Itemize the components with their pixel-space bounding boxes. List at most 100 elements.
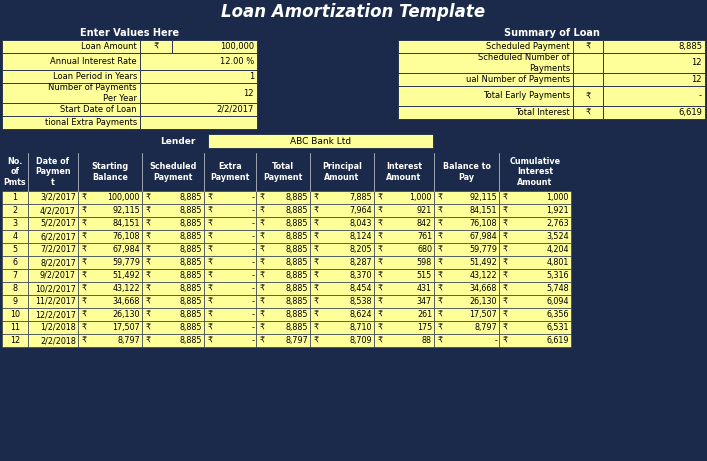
Bar <box>603 40 705 53</box>
Bar <box>256 217 310 230</box>
Text: ₹: ₹ <box>207 284 213 293</box>
Bar <box>78 282 142 295</box>
Bar <box>374 269 434 282</box>
Text: ₹: ₹ <box>259 258 264 267</box>
Text: 12.00 %: 12.00 % <box>220 57 254 66</box>
Text: -: - <box>251 193 254 202</box>
Bar <box>2 230 28 243</box>
Text: Date of
Paymen
t: Date of Paymen t <box>35 157 71 187</box>
Bar <box>78 230 142 243</box>
Bar <box>2 217 28 230</box>
Bar <box>256 282 310 295</box>
Text: ₹: ₹ <box>146 310 151 319</box>
Text: 4: 4 <box>13 232 18 241</box>
Text: ₹: ₹ <box>313 336 319 345</box>
Bar <box>434 282 499 295</box>
Bar <box>374 191 434 204</box>
Bar <box>434 217 499 230</box>
Bar <box>499 334 571 347</box>
Text: 5: 5 <box>13 245 18 254</box>
Text: -: - <box>251 258 254 267</box>
Bar <box>499 321 571 334</box>
Bar <box>2 269 28 282</box>
Text: 12/2/2017: 12/2/2017 <box>35 310 76 319</box>
Text: 8,885: 8,885 <box>180 336 202 345</box>
Text: 8,885: 8,885 <box>286 310 308 319</box>
Text: No.
of
Pmts: No. of Pmts <box>4 157 26 187</box>
Text: ₹: ₹ <box>378 193 382 202</box>
Text: -: - <box>251 336 254 345</box>
Bar <box>204 204 256 217</box>
Bar <box>573 86 603 106</box>
Bar <box>0 0 707 25</box>
Text: ₹: ₹ <box>259 284 264 293</box>
Bar <box>142 230 204 243</box>
Bar <box>256 204 310 217</box>
Text: 6,531: 6,531 <box>547 323 569 332</box>
Text: ₹: ₹ <box>146 193 151 202</box>
Text: ₹: ₹ <box>81 336 86 345</box>
Text: 12: 12 <box>243 89 254 97</box>
Bar <box>78 243 142 256</box>
Text: 7,964: 7,964 <box>349 206 372 215</box>
Text: ₹: ₹ <box>259 310 264 319</box>
Bar <box>434 204 499 217</box>
Text: Principal
Amount: Principal Amount <box>322 162 362 182</box>
Text: 8,885: 8,885 <box>180 310 202 319</box>
Bar <box>28 321 78 334</box>
Text: Lender: Lender <box>160 136 196 146</box>
Text: -: - <box>251 271 254 280</box>
Text: 9: 9 <box>13 297 18 306</box>
Text: 1/2/2018: 1/2/2018 <box>40 323 76 332</box>
Bar <box>434 321 499 334</box>
Bar <box>398 26 705 40</box>
Bar <box>142 308 204 321</box>
Text: ₹: ₹ <box>259 206 264 215</box>
Text: Loan Period in Years: Loan Period in Years <box>52 72 137 81</box>
Bar <box>28 269 78 282</box>
Text: 59,779: 59,779 <box>112 258 140 267</box>
Text: ₹: ₹ <box>146 271 151 280</box>
Bar <box>310 308 374 321</box>
Text: 4,204: 4,204 <box>547 245 569 254</box>
Text: 51,492: 51,492 <box>112 271 140 280</box>
Text: Annual Interest Rate: Annual Interest Rate <box>50 57 137 66</box>
Bar <box>2 53 140 70</box>
Text: ₹: ₹ <box>313 323 319 332</box>
Bar <box>142 204 204 217</box>
Text: ₹: ₹ <box>81 219 86 228</box>
Text: 598: 598 <box>416 258 432 267</box>
Text: 1,921: 1,921 <box>547 206 569 215</box>
Text: 10/2/2017: 10/2/2017 <box>35 284 76 293</box>
Bar <box>204 217 256 230</box>
Bar <box>204 256 256 269</box>
Bar <box>374 243 434 256</box>
Bar <box>142 295 204 308</box>
Bar <box>398 53 573 73</box>
Text: Cumulative
Interest
Amount: Cumulative Interest Amount <box>510 157 561 187</box>
Text: Total Interest: Total Interest <box>515 108 570 117</box>
Bar <box>142 191 204 204</box>
Text: ₹: ₹ <box>503 336 508 345</box>
Text: 8,370: 8,370 <box>349 271 372 280</box>
Text: 8,797: 8,797 <box>285 336 308 345</box>
Bar <box>310 191 374 204</box>
Bar <box>28 230 78 243</box>
Text: ₹: ₹ <box>438 206 443 215</box>
Text: ₹: ₹ <box>313 193 319 202</box>
Text: 6,356: 6,356 <box>547 310 569 319</box>
Text: 8,885: 8,885 <box>286 323 308 332</box>
Bar <box>499 217 571 230</box>
Text: ₹: ₹ <box>146 245 151 254</box>
Text: 100,000: 100,000 <box>220 42 254 51</box>
Bar <box>140 103 257 116</box>
Text: ₹: ₹ <box>503 258 508 267</box>
Text: ₹: ₹ <box>438 258 443 267</box>
Text: ₹: ₹ <box>378 219 382 228</box>
Text: 2/2/2018: 2/2/2018 <box>40 336 76 345</box>
Bar <box>499 295 571 308</box>
Bar <box>28 217 78 230</box>
Bar <box>256 295 310 308</box>
Bar <box>142 334 204 347</box>
Text: 8,709: 8,709 <box>349 336 372 345</box>
